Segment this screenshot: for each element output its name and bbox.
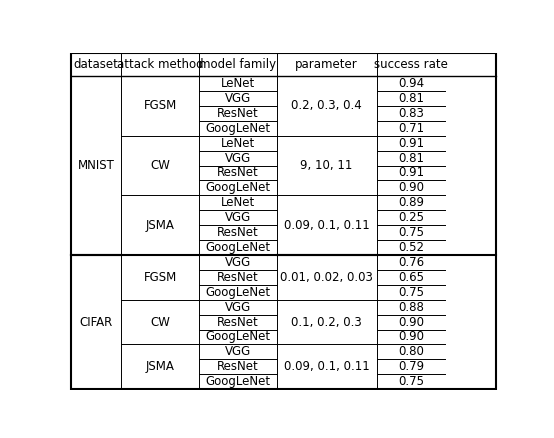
Text: FGSM: FGSM — [143, 99, 177, 113]
Text: ResNet: ResNet — [217, 107, 259, 120]
Text: 0.91: 0.91 — [398, 166, 424, 180]
Text: attack method: attack method — [117, 58, 203, 71]
Text: ResNet: ResNet — [217, 360, 259, 373]
Text: LeNet: LeNet — [220, 77, 255, 90]
Text: 0.76: 0.76 — [398, 256, 424, 269]
Text: VGG: VGG — [225, 300, 251, 314]
Text: 0.81: 0.81 — [398, 152, 424, 165]
Text: 0.90: 0.90 — [398, 181, 424, 194]
Text: JSMA: JSMA — [146, 360, 175, 373]
Text: 9, 10, 11: 9, 10, 11 — [300, 159, 353, 172]
Text: 0.75: 0.75 — [398, 286, 424, 299]
Text: 0.91: 0.91 — [398, 137, 424, 150]
Text: ResNet: ResNet — [217, 315, 259, 328]
Text: VGG: VGG — [225, 152, 251, 165]
Text: ResNet: ResNet — [217, 166, 259, 180]
Text: 0.75: 0.75 — [398, 375, 424, 388]
Text: VGG: VGG — [225, 256, 251, 269]
Text: 0.65: 0.65 — [398, 271, 424, 284]
Text: LeNet: LeNet — [220, 196, 255, 209]
Text: CIFAR: CIFAR — [80, 315, 113, 328]
Text: GoogLeNet: GoogLeNet — [205, 330, 270, 343]
Text: 0.09, 0.1, 0.11: 0.09, 0.1, 0.11 — [284, 219, 370, 232]
Text: CW: CW — [150, 315, 170, 328]
Text: FGSM: FGSM — [143, 271, 177, 284]
Text: 0.81: 0.81 — [398, 92, 424, 105]
Text: 0.1, 0.2, 0.3: 0.1, 0.2, 0.3 — [291, 315, 362, 328]
Text: 0.2, 0.3, 0.4: 0.2, 0.3, 0.4 — [291, 99, 362, 113]
Text: VGG: VGG — [225, 92, 251, 105]
Text: 0.90: 0.90 — [398, 330, 424, 343]
Text: ResNet: ResNet — [217, 226, 259, 239]
Text: VGG: VGG — [225, 211, 251, 224]
Text: 0.83: 0.83 — [398, 107, 424, 120]
Text: LeNet: LeNet — [220, 137, 255, 150]
Text: GoogLeNet: GoogLeNet — [205, 286, 270, 299]
Text: 0.71: 0.71 — [398, 122, 424, 135]
Text: 0.75: 0.75 — [398, 226, 424, 239]
Text: 0.09, 0.1, 0.11: 0.09, 0.1, 0.11 — [284, 360, 370, 373]
Text: 0.79: 0.79 — [398, 360, 424, 373]
Text: GoogLeNet: GoogLeNet — [205, 241, 270, 254]
Text: MNIST: MNIST — [78, 159, 115, 172]
Text: dataset: dataset — [74, 58, 119, 71]
Text: 0.88: 0.88 — [398, 300, 424, 314]
Text: GoogLeNet: GoogLeNet — [205, 122, 270, 135]
Text: GoogLeNet: GoogLeNet — [205, 375, 270, 388]
Text: 0.80: 0.80 — [398, 346, 424, 358]
Text: JSMA: JSMA — [146, 219, 175, 232]
Text: 0.94: 0.94 — [398, 77, 424, 90]
Text: 0.25: 0.25 — [398, 211, 424, 224]
Text: 0.89: 0.89 — [398, 196, 424, 209]
Text: 0.90: 0.90 — [398, 315, 424, 328]
Text: CW: CW — [150, 159, 170, 172]
Text: GoogLeNet: GoogLeNet — [205, 181, 270, 194]
Text: 0.01, 0.02, 0.03: 0.01, 0.02, 0.03 — [280, 271, 373, 284]
Text: success rate: success rate — [374, 58, 448, 71]
Text: VGG: VGG — [225, 346, 251, 358]
Text: 0.52: 0.52 — [398, 241, 424, 254]
Text: ResNet: ResNet — [217, 271, 259, 284]
Text: model family: model family — [199, 58, 276, 71]
Text: parameter: parameter — [295, 58, 358, 71]
